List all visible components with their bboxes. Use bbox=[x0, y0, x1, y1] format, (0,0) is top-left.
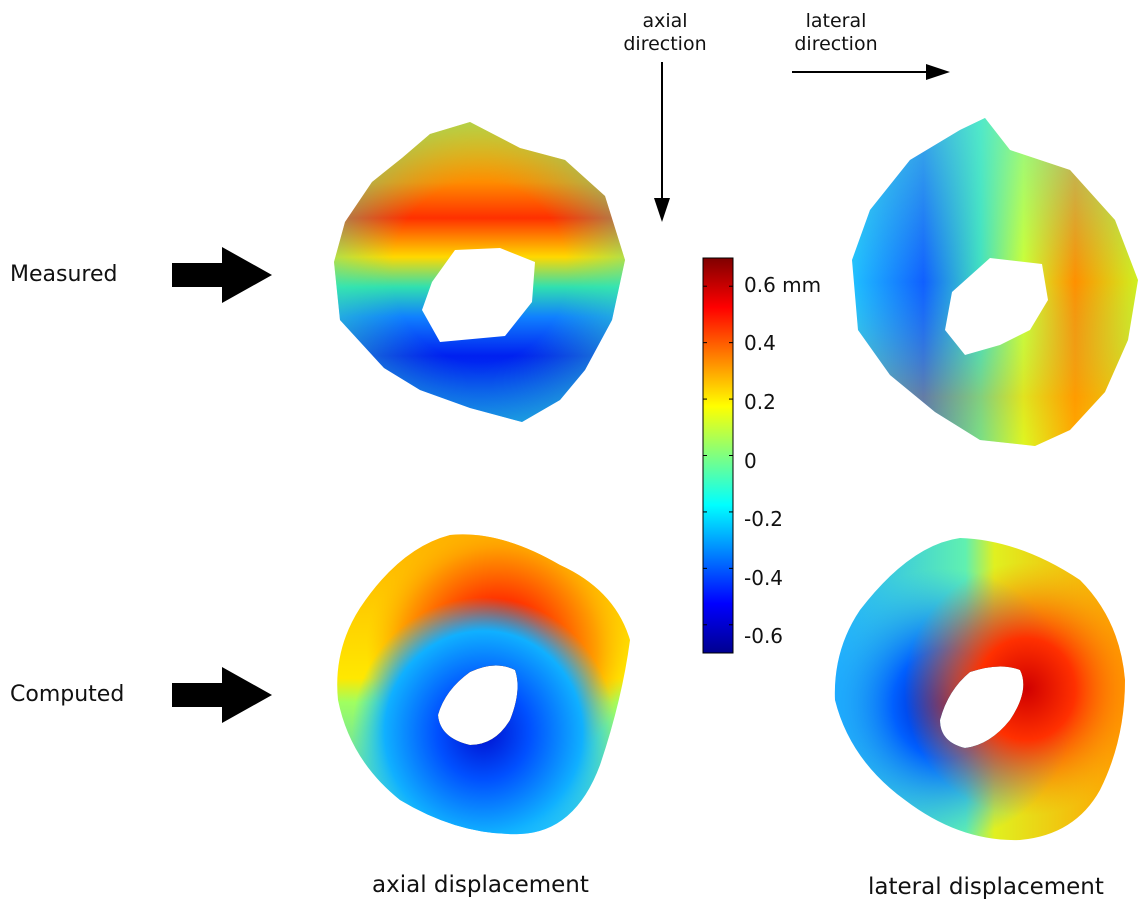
computed-axial-map bbox=[337, 534, 630, 835]
measured-arrow-icon bbox=[172, 247, 272, 303]
colorbar-tick-label: -0.2 bbox=[744, 507, 784, 531]
lateral-direction-label: lateral direction bbox=[794, 10, 878, 55]
axial-displacement-label: axial displacement bbox=[372, 872, 589, 898]
colorbar-tick-marks bbox=[703, 285, 733, 626]
colorbar-tick-label: 0.2 bbox=[744, 390, 776, 414]
lateral-displacement-label: lateral displacement bbox=[868, 874, 1104, 900]
lateral-direction-arrow-icon bbox=[792, 64, 950, 80]
colorbar-tick-label: 0 bbox=[744, 449, 757, 473]
colorbar-tick-label: 0.6 mm bbox=[744, 273, 822, 297]
measured-row-label: Measured bbox=[10, 262, 118, 287]
computed-row-label: Computed bbox=[10, 682, 125, 707]
colorbar bbox=[702, 257, 734, 654]
axial-direction-arrow-icon bbox=[654, 62, 670, 222]
colorbar-tick-label: -0.4 bbox=[744, 566, 784, 590]
colorbar-tick-label: -0.6 bbox=[744, 624, 784, 648]
measured-axial-map bbox=[334, 122, 625, 422]
measured-lateral-map bbox=[852, 118, 1138, 446]
axial-direction-label: axial direction bbox=[623, 10, 707, 55]
colorbar-tick-label: 0.4 bbox=[744, 331, 776, 355]
computed-lateral-map bbox=[834, 538, 1125, 841]
computed-arrow-icon bbox=[172, 667, 272, 723]
